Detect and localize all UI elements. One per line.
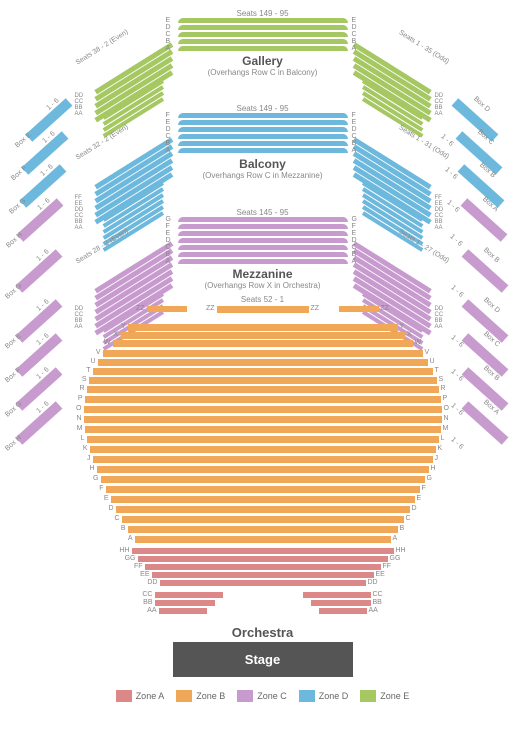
legend-item: Zone B xyxy=(176,690,225,702)
legend-item: Zone A xyxy=(116,690,165,702)
legend-item: Zone C xyxy=(237,690,287,702)
legend-item: Zone E xyxy=(360,690,409,702)
legend: Zone A Zone B Zone C Zone D Zone E xyxy=(73,690,453,702)
legend-item: Zone D xyxy=(299,690,349,702)
stage: Stage xyxy=(173,642,353,677)
seating-chart: Seats 149 - 95EEDDCCBBAADDDDCCCCBBBBAAAA… xyxy=(0,0,525,750)
